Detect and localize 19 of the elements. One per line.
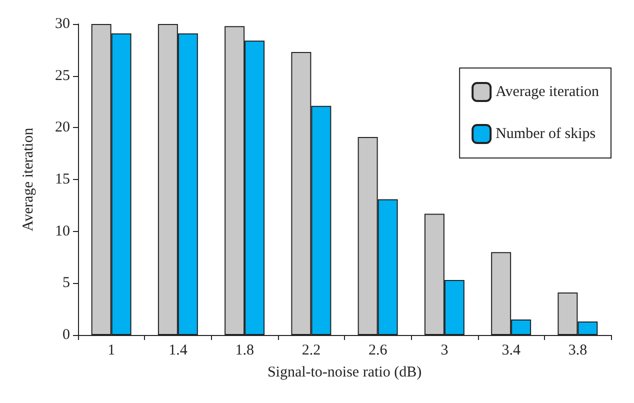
x-tick-label: 3.4 xyxy=(502,342,521,358)
x-tick-label: 3 xyxy=(440,342,448,358)
x-tick-label: 1.8 xyxy=(235,342,254,358)
y-tick-label: 25 xyxy=(55,68,70,84)
legend-label: Average iteration xyxy=(496,84,600,100)
x-axis-title: Signal-to-noise ratio (dB) xyxy=(267,364,422,380)
legend-label: Number of skips xyxy=(496,126,596,142)
y-tick-label: 10 xyxy=(55,223,70,240)
y-tick-label: 30 xyxy=(55,16,70,32)
y-tick-label: 15 xyxy=(55,172,70,188)
x-tick-label: 3.8 xyxy=(568,342,588,358)
y-tick-label: 0 xyxy=(62,327,70,343)
y-tick-label: 20 xyxy=(55,120,70,136)
x-tick-label: 1 xyxy=(108,342,116,358)
x-tick-label: 2.2 xyxy=(302,342,321,358)
y-tick-label: 5 xyxy=(62,275,70,292)
y-axis-title: Average iteration xyxy=(20,127,36,232)
x-tick-label: 1.4 xyxy=(168,342,188,358)
x-tick-label: 2.6 xyxy=(368,342,388,358)
